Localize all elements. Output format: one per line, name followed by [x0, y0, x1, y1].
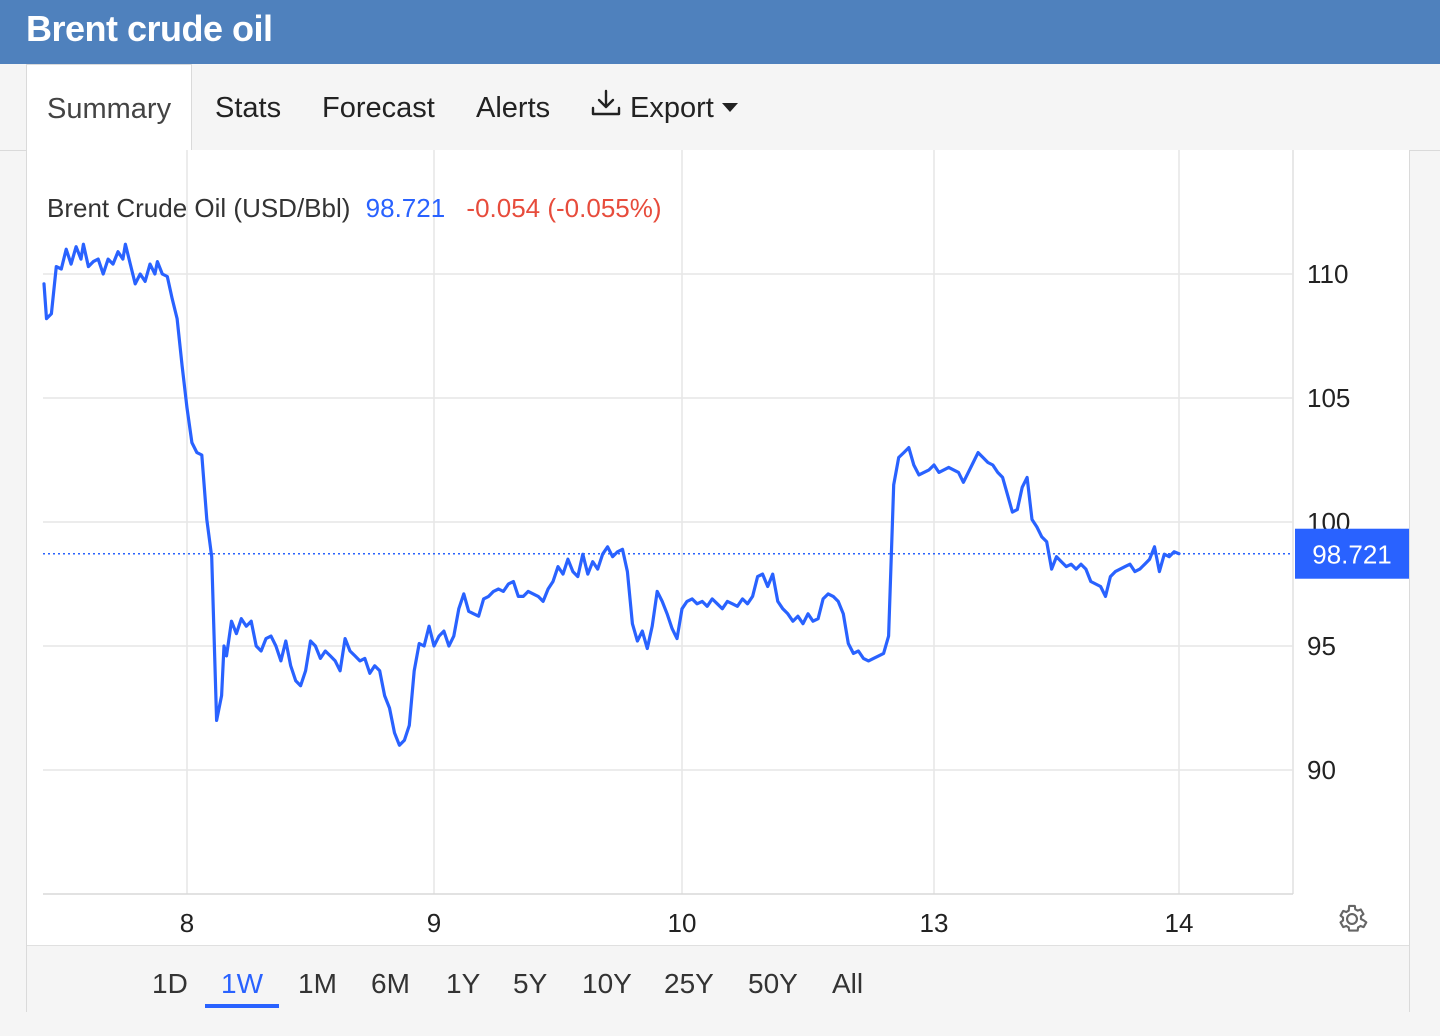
export-label: Export [630, 92, 714, 124]
price-series-line [42, 242, 1181, 747]
last-price-badge [1295, 528, 1409, 579]
range-all[interactable]: All [832, 968, 864, 999]
x-tick-label: 10 [668, 908, 697, 938]
x-tick-label: 9 [427, 908, 441, 938]
x-tick-label: 8 [180, 908, 194, 938]
range-1m[interactable]: 1M [298, 968, 337, 999]
y-tick-label: 95 [1307, 631, 1336, 661]
quote-change: -0.054 (-0.055%) [466, 193, 661, 223]
range-selector: 1D 1W 1M 6M 1Y 5Y 10Y 25Y 50Y All [27, 945, 1409, 1012]
range-50y[interactable]: 50Y [748, 968, 798, 999]
y-tick-label: 105 [1307, 383, 1350, 413]
x-tick-label: 13 [920, 908, 949, 938]
y-tick-label: 90 [1307, 755, 1336, 785]
page-title: Brent crude oil [26, 8, 273, 49]
chart-title: Brent Crude Oil (USD/Bbl) 98.721 -0.054 … [47, 193, 662, 223]
quote-name: Brent Crude Oil (USD/Bbl) [47, 193, 350, 223]
range-25y[interactable]: 25Y [664, 968, 714, 999]
range-5y[interactable]: 5Y [513, 968, 548, 999]
range-6m[interactable]: 6M [371, 968, 410, 999]
tab-export[interactable]: Export [590, 64, 738, 150]
gear-icon[interactable] [1335, 902, 1369, 941]
tab-stats[interactable]: Stats [215, 92, 282, 124]
range-1y[interactable]: 1Y [446, 968, 481, 999]
tab-bar: Summary Stats Forecast Alerts Export [0, 64, 1440, 151]
range-10y[interactable]: 10Y [582, 968, 632, 999]
chevron-down-icon [721, 102, 738, 112]
chart-panel: 8 9 10 13 14 90 95 100 105 110 98.721 Brent Crude … [26, 150, 1410, 1012]
range-1w[interactable]: 1W [221, 968, 263, 999]
tab-summary[interactable]: Summary [26, 64, 193, 151]
x-tick-label: 14 [1165, 908, 1194, 938]
quote-price: 98.721 [366, 193, 446, 223]
tab-forecast[interactable]: Forecast [322, 92, 435, 124]
header-bar: Brent crude oil [0, 0, 1440, 64]
tab-alerts[interactable]: Alerts [476, 92, 551, 124]
download-icon [590, 65, 622, 153]
range-1d[interactable]: 1D [152, 968, 188, 999]
active-range-underline [205, 1004, 279, 1008]
last-price-label: 98.721 [1312, 540, 1392, 570]
y-tick-label: 110 [1307, 259, 1348, 289]
